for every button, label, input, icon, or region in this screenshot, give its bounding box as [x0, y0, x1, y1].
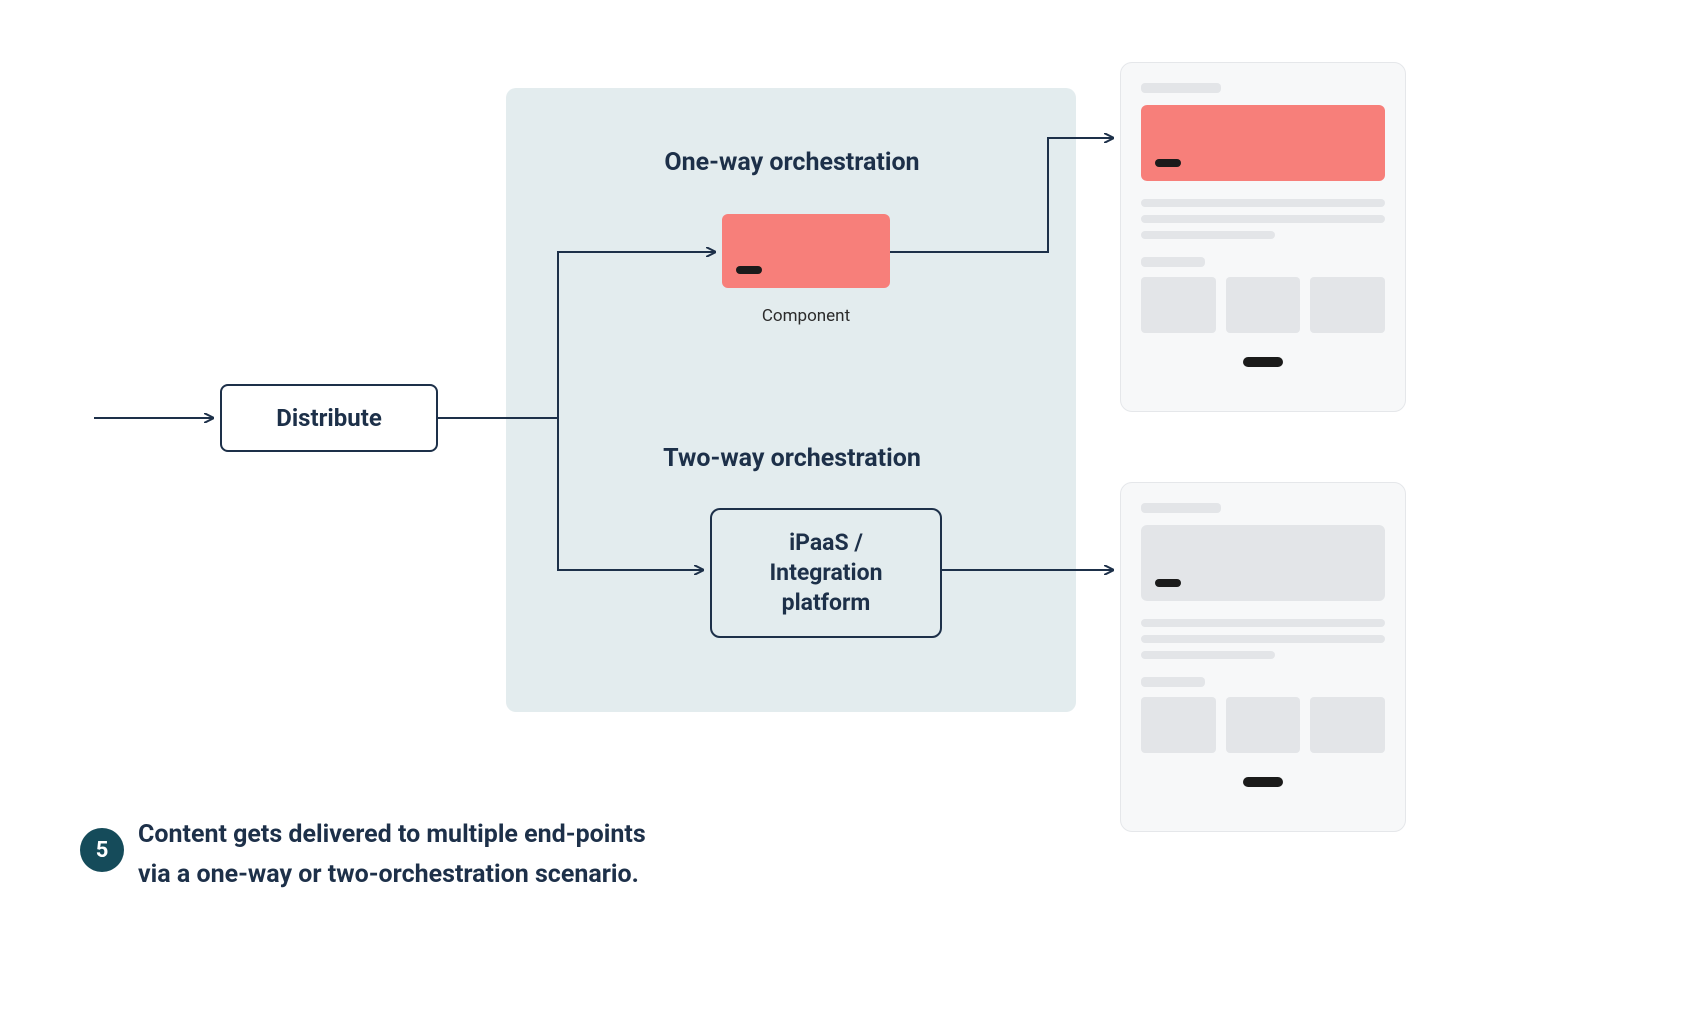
component-caption: Component: [762, 306, 850, 326]
mock-text-line: [1141, 215, 1385, 223]
mock-section-label: [1141, 257, 1205, 267]
mock-section-label: [1141, 677, 1205, 687]
mock-tile: [1141, 277, 1216, 333]
step-number: 5: [96, 838, 109, 863]
mock-text-line: [1141, 231, 1275, 239]
mock-tile: [1310, 697, 1385, 753]
endpoint-card-1: [1120, 62, 1406, 412]
step-badge: 5: [80, 828, 124, 872]
distribute-node: Distribute: [220, 384, 438, 452]
component-dash: [736, 266, 762, 274]
ipaas-label: iPaaS / Integration platform: [769, 528, 882, 618]
endpoint-card-2: [1120, 482, 1406, 832]
mock-text-line: [1141, 651, 1275, 659]
mock-hero: [1141, 525, 1385, 601]
mock-text-line: [1141, 199, 1385, 207]
mock-tile: [1226, 697, 1301, 753]
mock-bottom-pill: [1243, 777, 1283, 787]
mock-hero: [1141, 105, 1385, 181]
heading-oneway: One-way orchestration: [664, 148, 919, 177]
distribute-label: Distribute: [276, 404, 382, 432]
mock-header-line: [1141, 83, 1221, 93]
mock-bottom-pill: [1243, 357, 1283, 367]
ipaas-node: iPaaS / Integration platform: [710, 508, 942, 638]
mock-tile: [1141, 697, 1216, 753]
mock-hero-dash: [1155, 579, 1181, 587]
mock-hero-dash: [1155, 159, 1181, 167]
diagram-canvas: Distribute One-way orchestration Two-way…: [0, 0, 1700, 1024]
mock-tile: [1226, 277, 1301, 333]
mock-text-line: [1141, 619, 1385, 627]
heading-twoway: Two-way orchestration: [663, 444, 921, 473]
component-node: [722, 214, 890, 288]
caption-line-2: via a one-way or two-orchestration scena…: [138, 860, 639, 889]
caption-line-1: Content gets delivered to multiple end-p…: [138, 820, 646, 849]
mock-header-line: [1141, 503, 1221, 513]
mock-tile: [1310, 277, 1385, 333]
mock-text-line: [1141, 635, 1385, 643]
